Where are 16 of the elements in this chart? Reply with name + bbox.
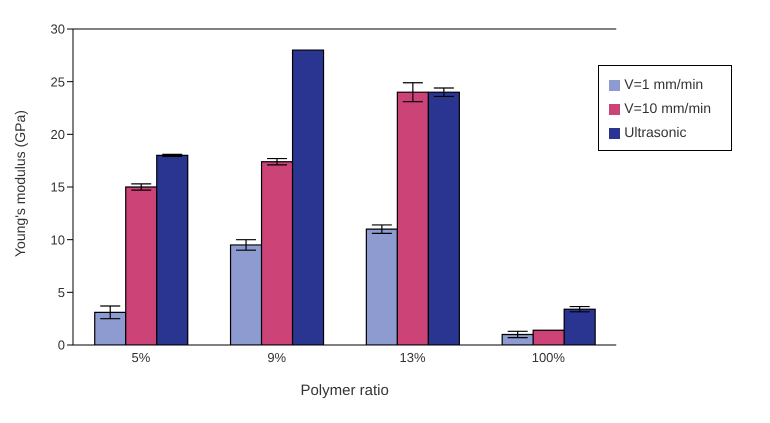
y-tick-label: 30 [50,22,65,37]
x-axis-title: Polymer ratio [300,382,389,399]
x-tick-label: 100% [532,350,566,366]
x-tick-label: 5% [132,350,151,366]
y-tick-label: 0 [58,338,65,353]
legend-label: V=1 mm/min [624,76,704,92]
x-tick-label: 13% [400,350,426,366]
y-tick-label: 25 [50,74,65,90]
legend-label: Ultrasonic [624,124,686,140]
legend-label: V=10 mm/min [624,100,711,116]
y-tick-label: 10 [50,232,65,248]
x-tick-label: 9% [267,350,287,366]
y-tick-label: 15 [50,180,65,195]
y-axis-title: Young's modulus (GPa) [12,110,28,257]
y-tick-label: 5 [58,284,65,300]
y-tick-label: 20 [50,126,65,142]
